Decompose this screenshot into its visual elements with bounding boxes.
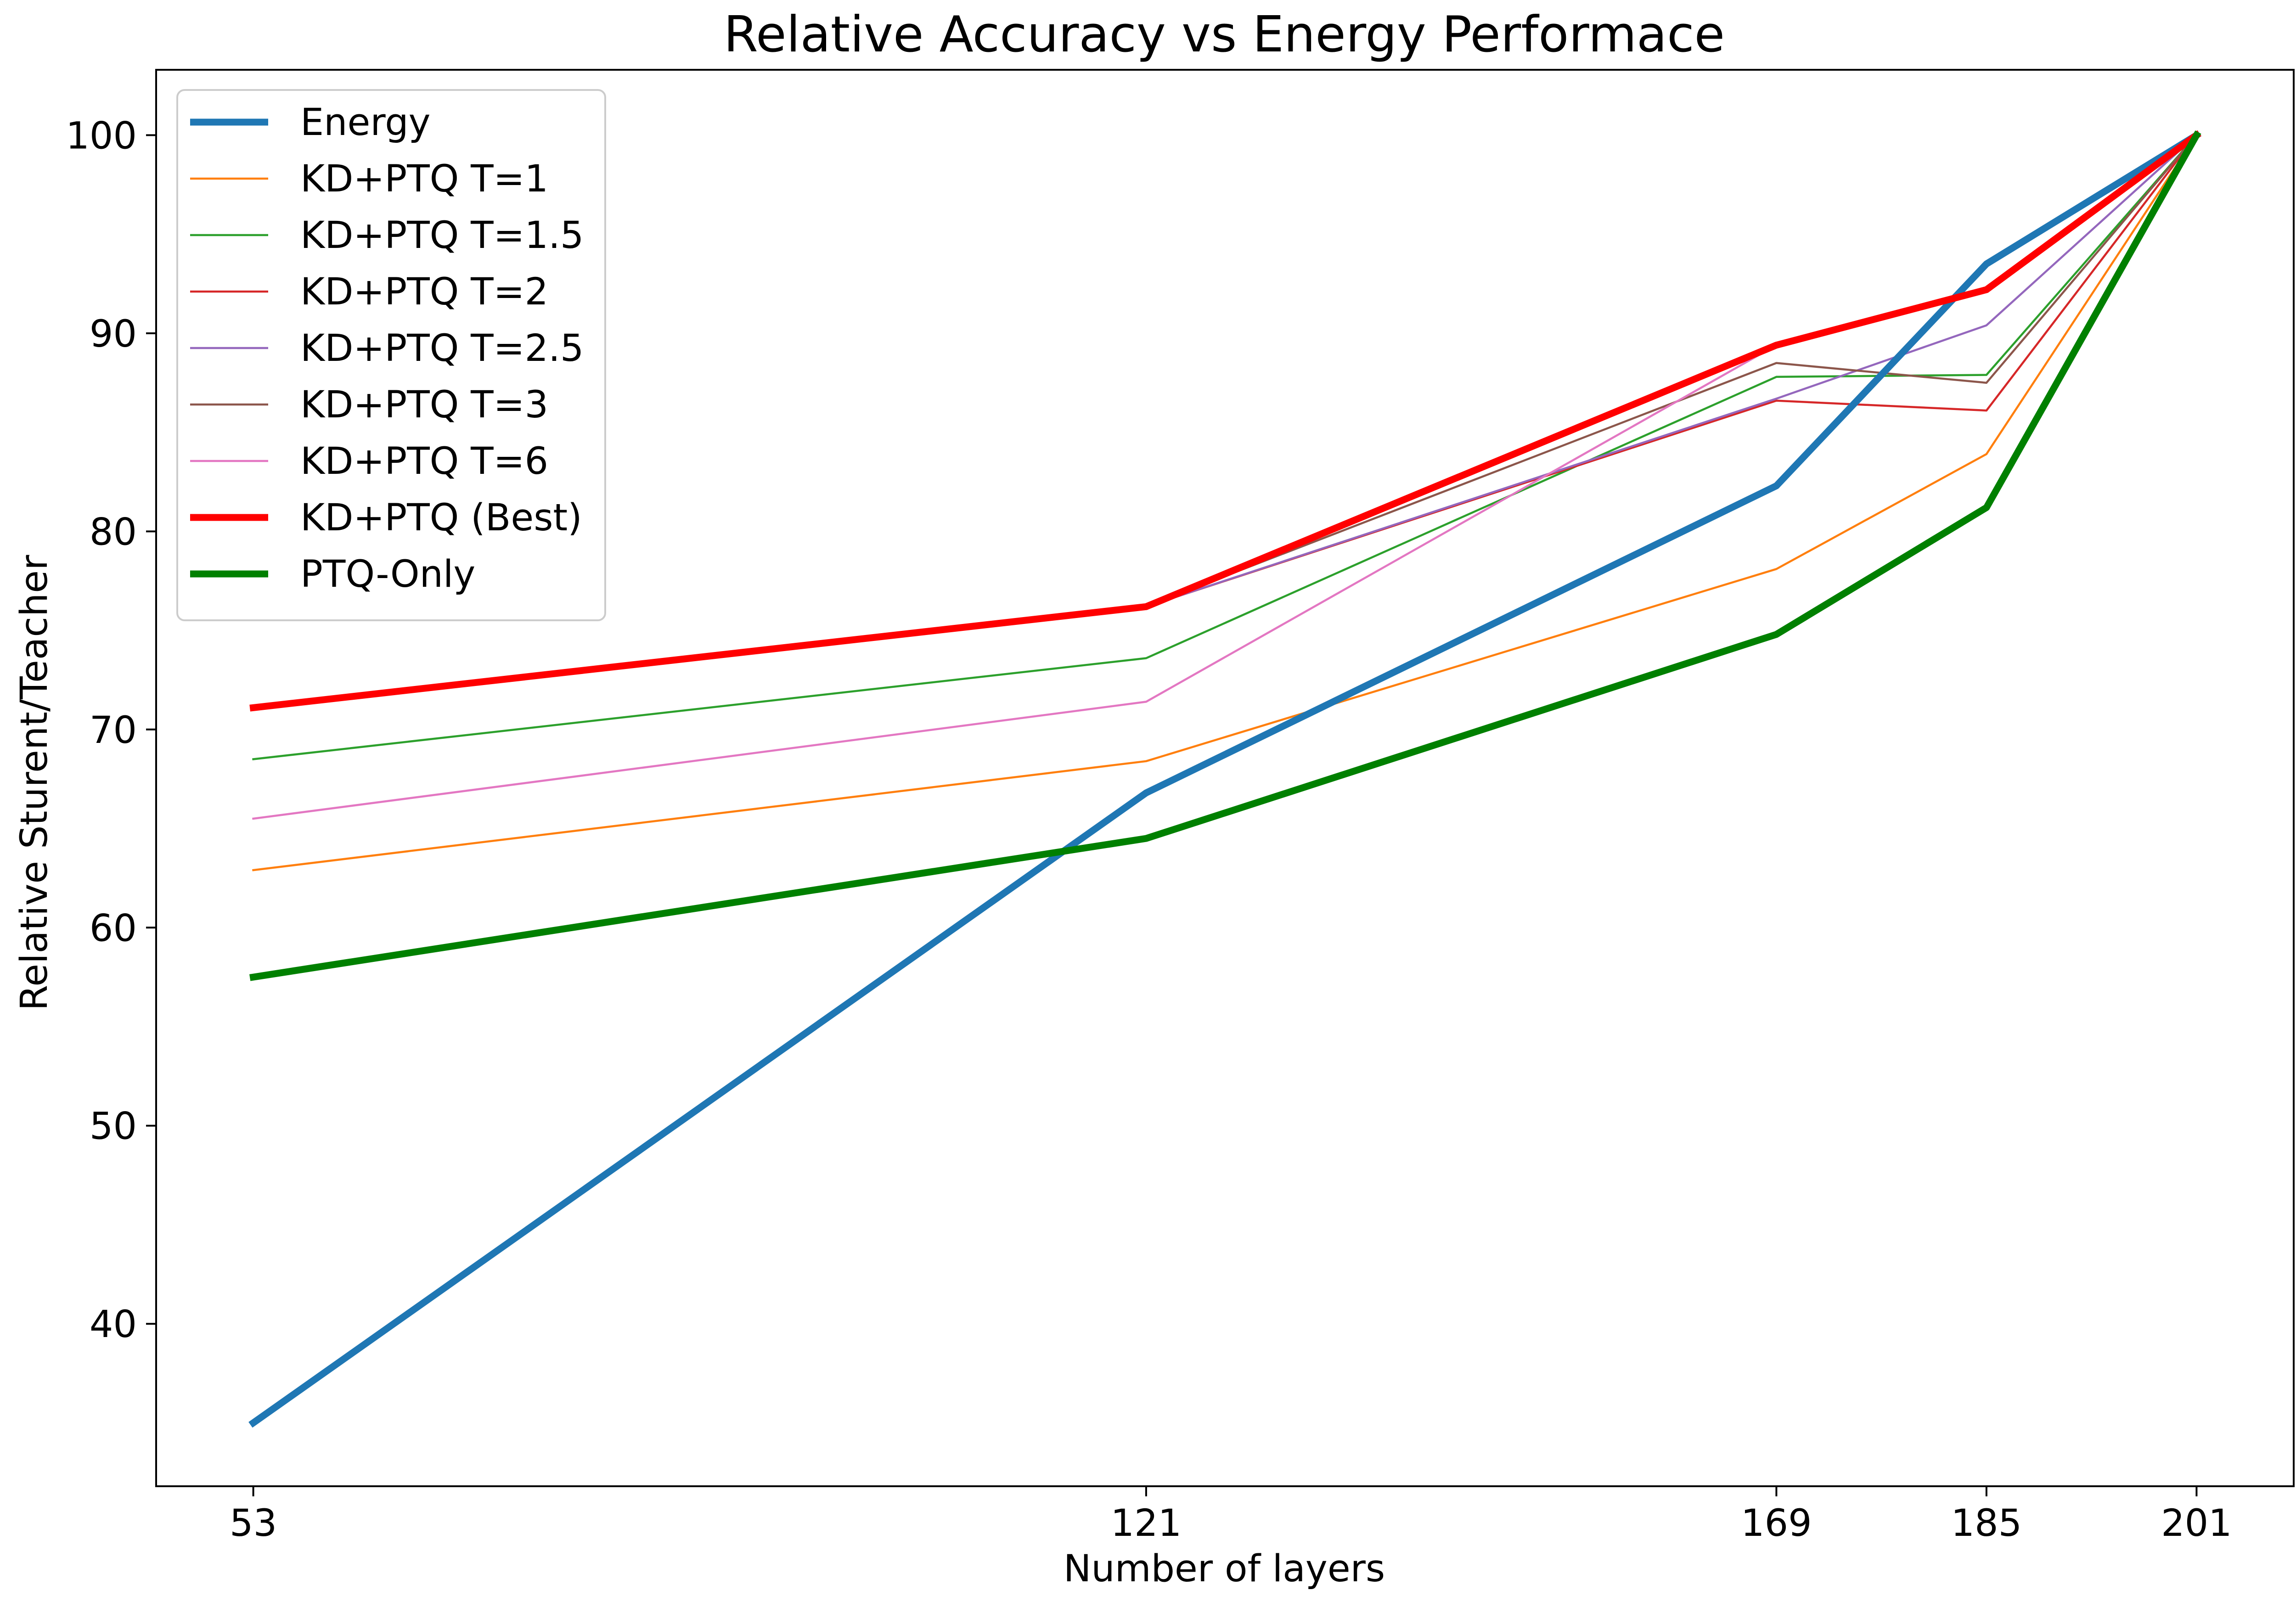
legend-label-kd-ptq-t-3: KD+PTQ T=3 — [300, 383, 548, 427]
legend-label-kd-ptq-t-6: KD+PTQ T=6 — [300, 440, 548, 483]
y-tick-label: 80 — [90, 511, 137, 554]
y-tick-label: 60 — [90, 907, 137, 950]
axes: 53 121 169 185 201 40 50 60 70 80 90 100 — [66, 69, 2295, 1545]
series-line-ptq-only — [249, 130, 2201, 981]
plot-frame — [155, 69, 2295, 1487]
x-tick-label: 169 — [1741, 1502, 1812, 1545]
series-line-kd-ptq-t-1-5 — [252, 134, 2198, 760]
y-tick-label: 100 — [66, 114, 137, 157]
y-tick-label: 70 — [90, 709, 137, 752]
x-tick-label: 53 — [230, 1502, 277, 1545]
x-tick-label: 201 — [2161, 1502, 2232, 1545]
chart-title: Relative Accuracy vs Energy Performace — [724, 6, 1725, 63]
series-line-kd-ptq-best — [249, 130, 2201, 712]
y-tick-label: 50 — [90, 1105, 137, 1148]
x-tick-label: 185 — [1951, 1502, 2022, 1545]
series-line-energy — [248, 130, 2201, 1428]
legend-label-ptq-only: PTQ-Only — [300, 553, 475, 596]
y-tick-label: 40 — [90, 1303, 137, 1346]
legend-label-energy: Energy — [300, 101, 431, 144]
legend-label-kd-ptq-t-2: KD+PTQ T=2 — [300, 270, 548, 314]
legend-label-kd-ptq-best: KD+PTQ (Best) — [300, 496, 582, 539]
plot-area — [248, 130, 2201, 1428]
legend-label-kd-ptq-t-2-5: KD+PTQ T=2.5 — [300, 327, 584, 370]
legend-label-kd-ptq-t-1-5: KD+PTQ T=1.5 — [300, 214, 584, 257]
x-tick-label: 121 — [1111, 1502, 1182, 1545]
legend: Energy KD+PTQ T=1 KD+PTQ T=1.5 KD+PTQ T=2 KD… — [176, 89, 606, 621]
legend-box — [176, 89, 606, 621]
x-axis-label: Number of layers — [1064, 1547, 1385, 1590]
y-tick-label: 90 — [90, 313, 137, 356]
legend-label-kd-ptq-t-1: KD+PTQ T=1 — [300, 157, 548, 201]
series-line-kd-ptq-t-1 — [252, 134, 2198, 871]
y-axis-label: Relative Sturent/Teacher — [13, 555, 56, 1011]
